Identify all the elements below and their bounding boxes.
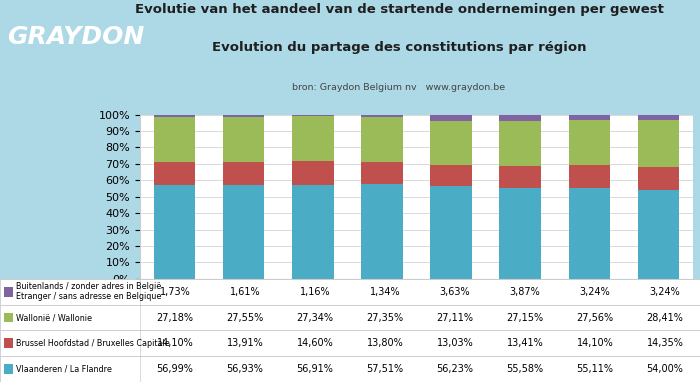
- Text: 27,11%: 27,11%: [437, 312, 473, 322]
- Text: 14,10%: 14,10%: [577, 338, 613, 348]
- Text: GRAYDON: GRAYDON: [7, 25, 144, 49]
- Bar: [430, 121, 472, 165]
- Bar: [568, 115, 610, 120]
- Bar: [223, 117, 265, 162]
- Text: 13,03%: 13,03%: [437, 338, 473, 348]
- Bar: [361, 162, 402, 185]
- Bar: [154, 185, 195, 279]
- Bar: [638, 120, 679, 167]
- Text: 27,18%: 27,18%: [157, 312, 193, 322]
- Text: 27,34%: 27,34%: [297, 312, 333, 322]
- Text: 56,99%: 56,99%: [157, 364, 193, 374]
- Bar: [0, 305, 700, 330]
- Text: 14,10%: 14,10%: [157, 338, 193, 348]
- Bar: [223, 162, 265, 185]
- Text: 14,35%: 14,35%: [647, 338, 683, 348]
- Text: 3,24%: 3,24%: [650, 287, 680, 297]
- Bar: [430, 115, 472, 121]
- Bar: [292, 117, 333, 162]
- Text: 27,35%: 27,35%: [366, 312, 404, 322]
- Bar: [154, 117, 195, 162]
- Bar: [361, 117, 402, 162]
- Text: 56,91%: 56,91%: [297, 364, 333, 374]
- Text: 1,16%: 1,16%: [300, 287, 330, 297]
- Bar: [361, 185, 402, 279]
- Text: 14,60%: 14,60%: [297, 338, 333, 348]
- Bar: [154, 115, 195, 117]
- Bar: [223, 185, 265, 279]
- Text: 1,73%: 1,73%: [160, 287, 190, 297]
- Text: 13,41%: 13,41%: [507, 338, 543, 348]
- Bar: [223, 115, 265, 117]
- Text: 13,91%: 13,91%: [227, 338, 263, 348]
- Text: Buitenlands / zonder adres in België
Etranger / sans adresse en Belgique: Buitenlands / zonder adres in België Etr…: [16, 282, 162, 301]
- Text: 27,55%: 27,55%: [226, 312, 264, 322]
- Text: 54,00%: 54,00%: [647, 364, 683, 374]
- Bar: [292, 162, 333, 185]
- Text: Vlaanderen / La Flandre: Vlaanderen / La Flandre: [16, 364, 112, 374]
- Text: 57,51%: 57,51%: [366, 364, 404, 374]
- Text: 56,23%: 56,23%: [437, 364, 473, 374]
- Bar: [292, 185, 333, 279]
- Text: bron: Graydon Belgium nv   www.graydon.be: bron: Graydon Belgium nv www.graydon.be: [293, 83, 505, 92]
- Bar: [568, 188, 610, 279]
- Text: 3,87%: 3,87%: [510, 287, 540, 297]
- Bar: [430, 165, 472, 186]
- Bar: [292, 115, 333, 117]
- Text: 1,34%: 1,34%: [370, 287, 400, 297]
- Bar: [4, 364, 13, 374]
- Bar: [568, 120, 610, 165]
- Text: Wallonië / Wallonie: Wallonië / Wallonie: [16, 313, 92, 322]
- Bar: [500, 165, 541, 188]
- Text: 13,80%: 13,80%: [367, 338, 403, 348]
- Text: Evolutie van het aandeel van de startende ondernemingen per gewest: Evolutie van het aandeel van de startend…: [134, 3, 664, 16]
- Bar: [4, 338, 13, 348]
- Bar: [638, 115, 679, 120]
- Bar: [638, 190, 679, 279]
- Text: 3,63%: 3,63%: [440, 287, 470, 297]
- Bar: [638, 167, 679, 190]
- Bar: [430, 186, 472, 279]
- Bar: [4, 287, 13, 297]
- Text: 55,58%: 55,58%: [506, 364, 544, 374]
- Bar: [361, 115, 402, 117]
- Text: 27,15%: 27,15%: [506, 312, 544, 322]
- Text: 27,56%: 27,56%: [576, 312, 614, 322]
- Text: 55,11%: 55,11%: [577, 364, 613, 374]
- Bar: [500, 188, 541, 279]
- Bar: [0, 356, 700, 382]
- Bar: [500, 115, 541, 121]
- Text: Evolution du partage des constitutions par région: Evolution du partage des constitutions p…: [211, 41, 587, 54]
- Bar: [0, 330, 700, 356]
- Bar: [568, 165, 610, 188]
- Text: 28,41%: 28,41%: [647, 312, 683, 322]
- Text: 1,61%: 1,61%: [230, 287, 260, 297]
- Bar: [0, 279, 700, 305]
- Text: Brussel Hoofdstad / Bruxelles Capitale: Brussel Hoofdstad / Bruxelles Capitale: [16, 339, 170, 348]
- Bar: [4, 312, 13, 322]
- Text: 3,24%: 3,24%: [580, 287, 610, 297]
- Bar: [500, 121, 541, 165]
- Bar: [154, 162, 195, 185]
- Text: 56,93%: 56,93%: [227, 364, 263, 374]
